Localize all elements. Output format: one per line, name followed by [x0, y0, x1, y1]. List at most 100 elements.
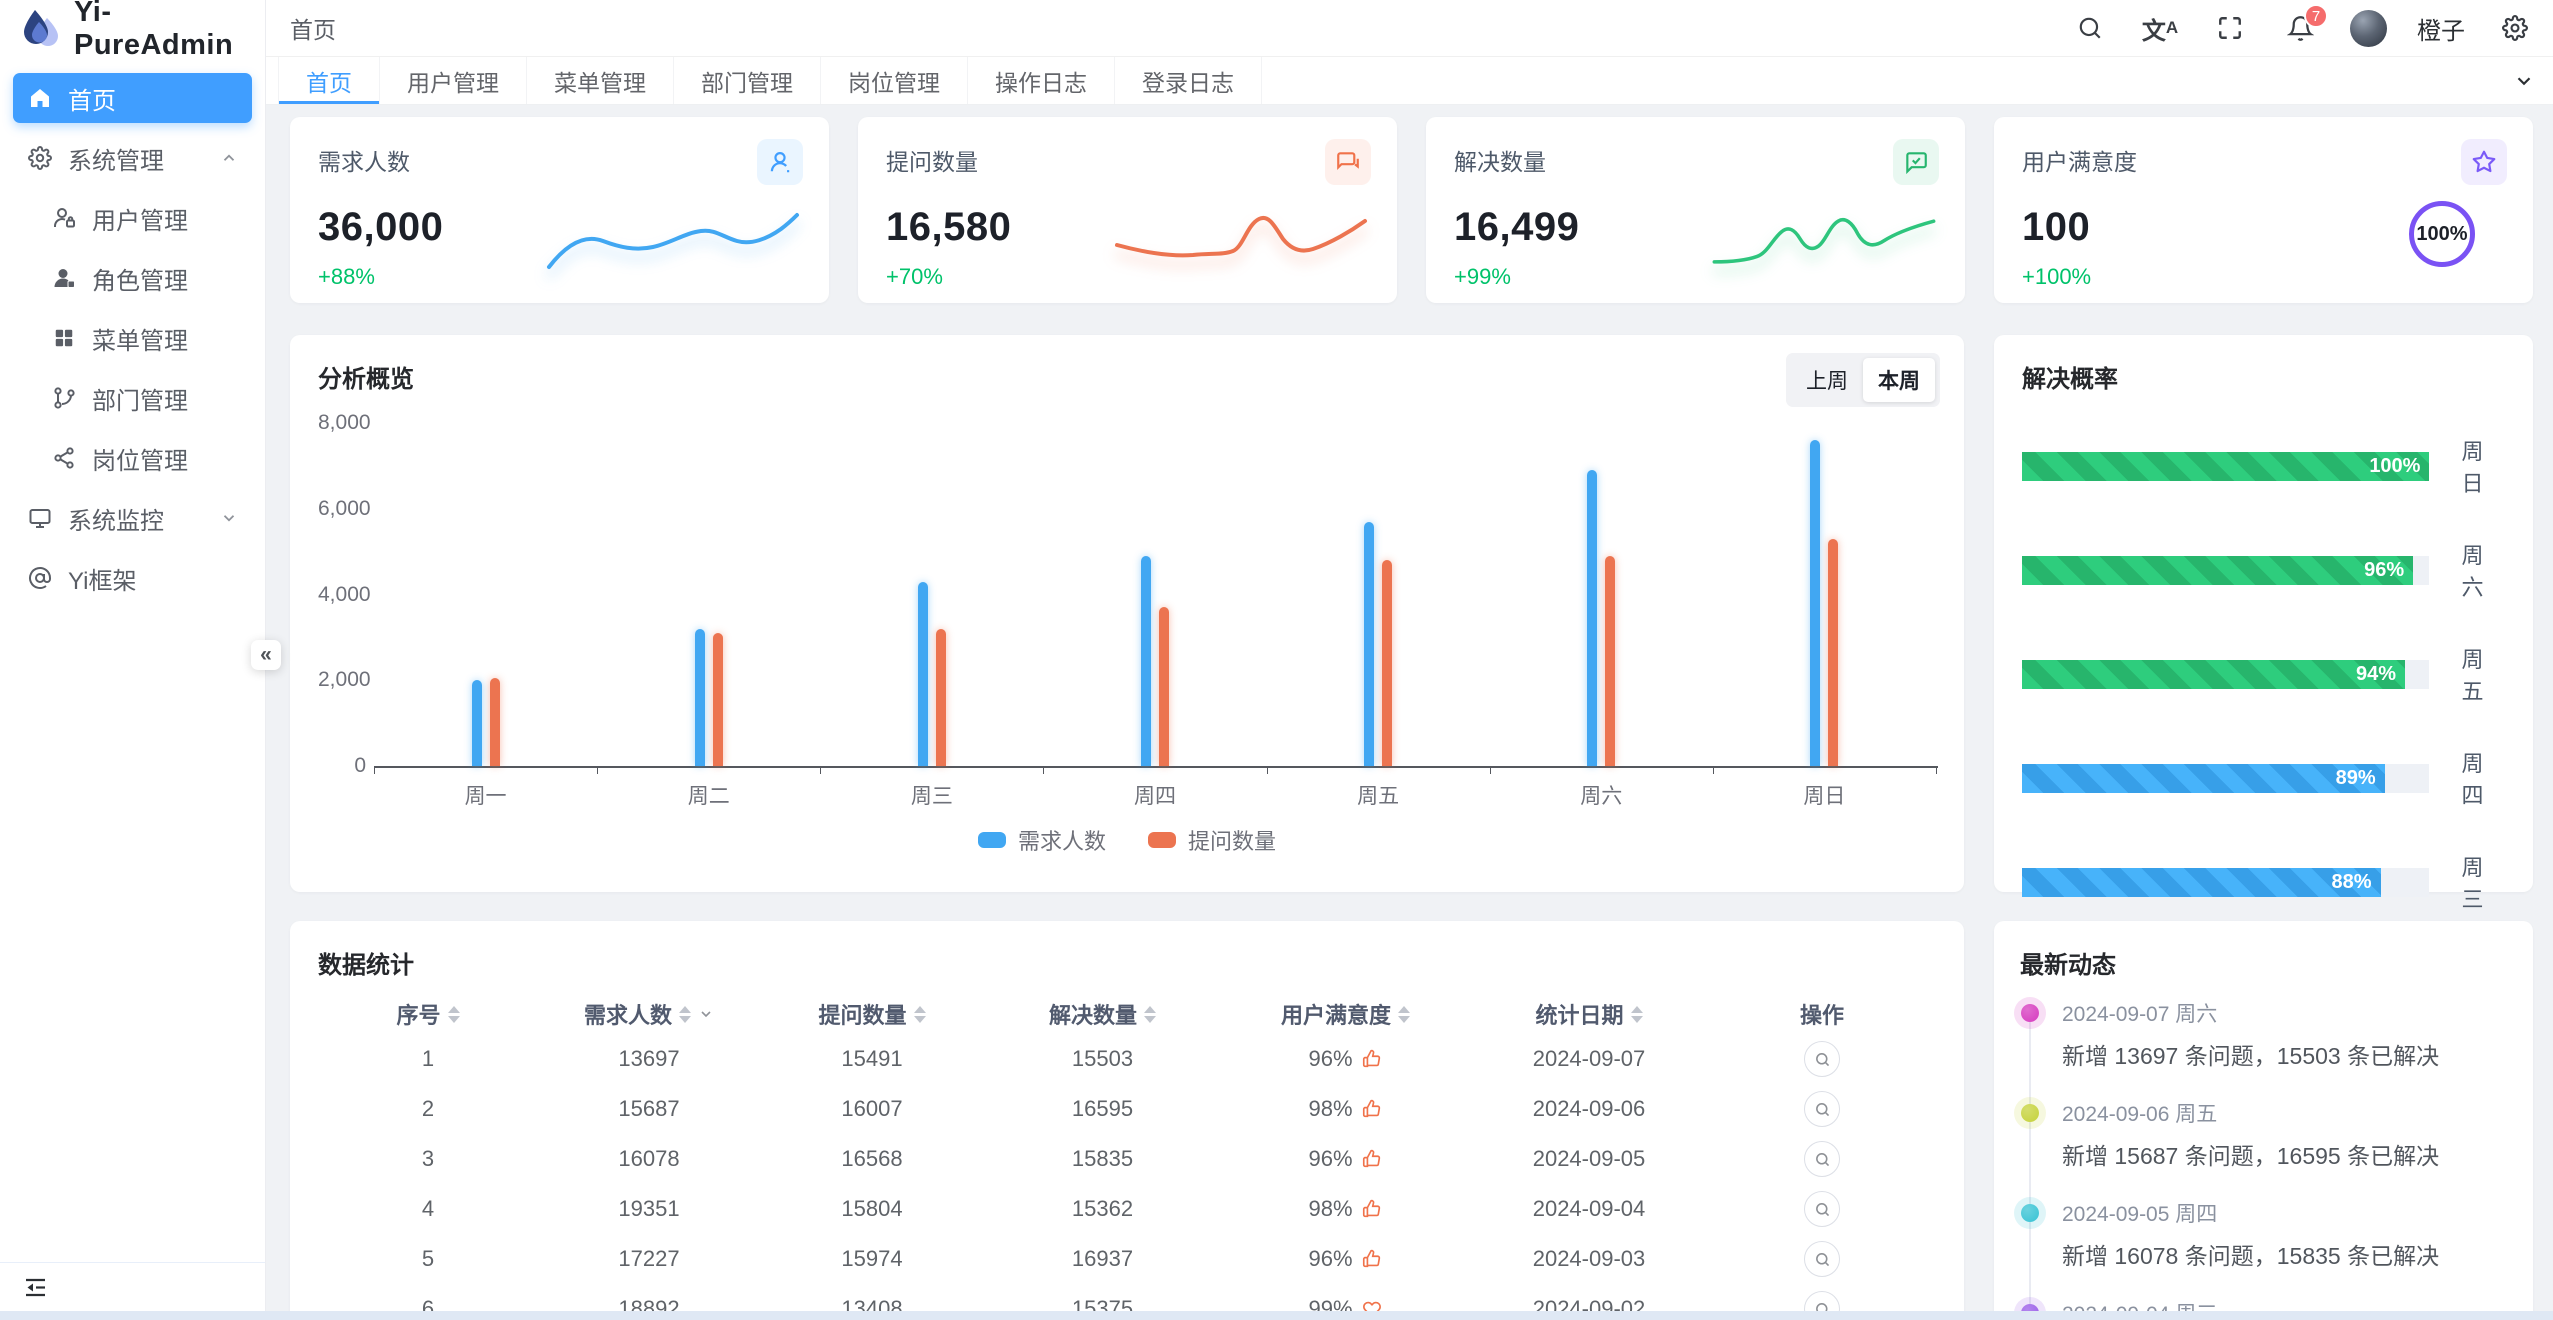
table-column-header[interactable]: 统计日期 — [1470, 994, 1708, 1034]
bar-demand[interactable] — [471, 680, 482, 766]
solve-rate-row: 88% 周三 — [2022, 850, 2505, 914]
toggle-last-week[interactable]: 上周 — [1806, 370, 1848, 393]
table-row: 4 19351 15804 15362 98% 2024-09-04 — [318, 1184, 1936, 1234]
satisfaction-ring: 100% — [2409, 201, 2475, 267]
x-axis-tick — [1712, 766, 1714, 774]
sort-carets-icon[interactable] — [447, 1005, 460, 1023]
horizontal-scrollbar[interactable] — [0, 1311, 2553, 1320]
y-axis-tick: 4,000 — [318, 582, 371, 606]
tab-item-5[interactable]: 操作日志 — [968, 57, 1115, 104]
tab-item-0[interactable]: 首页 — [278, 57, 380, 104]
bar-questions[interactable] — [1382, 560, 1393, 766]
view-row-button[interactable] — [1804, 1091, 1840, 1127]
branch-icon — [51, 385, 77, 411]
solve-rate-row: 89% 周四 — [2022, 746, 2505, 810]
table-column-header[interactable]: 需求人数 — [538, 994, 760, 1034]
table-column-header[interactable]: 提问数量 — [760, 994, 984, 1034]
tabs-more-chevron-icon[interactable] — [2495, 57, 2553, 104]
sort-carets-icon[interactable] — [679, 1005, 691, 1023]
fold-sidebar-icon[interactable] — [22, 1274, 48, 1300]
sidebar-item-label: 系统管理 — [68, 147, 164, 175]
table-cell: 5 — [421, 1246, 435, 1271]
table-cell: 98% — [1221, 1084, 1470, 1134]
legend-item[interactable]: 提问数量 — [1148, 824, 1276, 856]
analysis-row: 分析概览 上周 本周 0 2,000 4,000 6,000 8,000 周一 周二 周三 周四… — [290, 335, 2533, 1120]
sort-carets-icon[interactable] — [913, 1005, 926, 1023]
stat-title: 提问数量 — [886, 149, 978, 175]
username[interactable]: 橙子 — [2417, 17, 2465, 45]
sidebar-group-monitor[interactable]: 系统监控 — [13, 493, 252, 543]
view-row-button[interactable] — [1804, 1241, 1840, 1277]
timeline-item: 2024-09-07 周六 新增 13697 条问题，15503 条已解决 — [2020, 998, 2507, 1104]
tab-item-6[interactable]: 登录日志 — [1115, 57, 1262, 104]
bar-questions[interactable] — [1159, 607, 1169, 766]
bar-questions[interactable] — [489, 678, 500, 766]
bell-icon[interactable]: 7 — [2280, 4, 2328, 48]
sidebar-item-posts[interactable]: 岗位管理 — [13, 433, 252, 483]
avatar[interactable] — [2350, 9, 2387, 47]
bar-questions[interactable] — [1605, 555, 1616, 766]
x-axis-line — [374, 766, 1938, 768]
view-row-button[interactable] — [1804, 1191, 1840, 1227]
table-cell: 15687 — [618, 1096, 680, 1121]
bar-demand[interactable] — [1364, 521, 1375, 766]
view-row-button[interactable] — [1804, 1141, 1840, 1177]
grid-menu-icon — [51, 325, 77, 351]
bar-questions[interactable] — [1828, 538, 1839, 766]
bar-demand[interactable] — [1587, 470, 1598, 766]
sidebar-item-label: 系统监控 — [68, 507, 164, 535]
table-cell: 2024-09-04 — [1532, 1196, 1646, 1221]
bar-demand[interactable] — [917, 581, 928, 766]
x-axis-label: 周一 — [464, 785, 507, 808]
filter-chevron-icon[interactable] — [698, 1006, 714, 1022]
progress-value: 94% — [2355, 662, 2397, 685]
search-icon[interactable] — [2070, 8, 2110, 48]
bar-demand[interactable] — [1810, 440, 1821, 766]
stat-card-questions: 提问数量 16,580 +70% — [858, 117, 1397, 303]
table-column-header[interactable]: 解决数量 — [984, 994, 1221, 1034]
bar-demand[interactable] — [694, 628, 705, 766]
fullscreen-icon[interactable] — [2210, 8, 2250, 48]
solve-rate-title: 解决概率 — [2022, 366, 2118, 393]
tab-item-2[interactable]: 菜单管理 — [527, 57, 674, 104]
tab-item-1[interactable]: 用户管理 — [380, 57, 527, 104]
sidebar-item-yi-framework[interactable]: Yi框架 — [13, 553, 252, 603]
sidebar-item-home[interactable]: 首页 — [13, 73, 252, 123]
thumb-up-icon — [1361, 1148, 1383, 1170]
table-cell: 96% — [1221, 1134, 1470, 1184]
table-cell — [1708, 1234, 1936, 1284]
y-axis-tick: 8,000 — [318, 411, 371, 434]
timeline-dot-icon — [2021, 1204, 2039, 1222]
bar-questions[interactable] — [712, 633, 723, 766]
legend-swatch — [977, 832, 1006, 848]
breadcrumb[interactable]: 首页 — [290, 17, 336, 43]
view-row-button[interactable] — [1804, 1041, 1840, 1077]
bar-demand[interactable] — [1141, 555, 1151, 766]
logo[interactable]: Yi-PureAdmin — [0, 0, 265, 61]
sort-carets-icon[interactable] — [1398, 1005, 1410, 1023]
toggle-this-week[interactable]: 本周 — [1863, 358, 1935, 402]
sidebar-item-users[interactable]: 用户管理 — [13, 193, 252, 243]
bar-questions[interactable] — [935, 628, 946, 766]
legend-label: 需求人数 — [1017, 829, 1106, 854]
thumb-up-icon — [1361, 1198, 1383, 1220]
sort-carets-icon[interactable] — [1630, 1005, 1643, 1023]
gear-icon[interactable] — [2495, 8, 2535, 48]
table-column-header[interactable]: 序号 — [318, 994, 538, 1034]
magnifier-icon — [1814, 1201, 1831, 1218]
sidebar-item-departments[interactable]: 部门管理 — [13, 373, 252, 423]
legend-item[interactable]: 需求人数 — [977, 824, 1106, 856]
sidebar-group-system[interactable]: 系统管理 — [13, 133, 252, 183]
x-axis-tick — [820, 766, 822, 774]
table-column-header[interactable]: 用户满意度 — [1221, 994, 1470, 1034]
sidebar-collapse-button[interactable]: « — [251, 640, 281, 670]
sidebar-item-roles[interactable]: 角色管理 — [13, 253, 252, 303]
tab-item-3[interactable]: 部门管理 — [674, 57, 821, 104]
tab-item-4[interactable]: 岗位管理 — [821, 57, 968, 104]
stat-value: 100 — [2022, 205, 2091, 249]
sort-carets-icon[interactable] — [1144, 1005, 1156, 1023]
sidebar-item-menus[interactable]: 菜单管理 — [13, 313, 252, 363]
column-label: 统计日期 — [1535, 1003, 1624, 1028]
